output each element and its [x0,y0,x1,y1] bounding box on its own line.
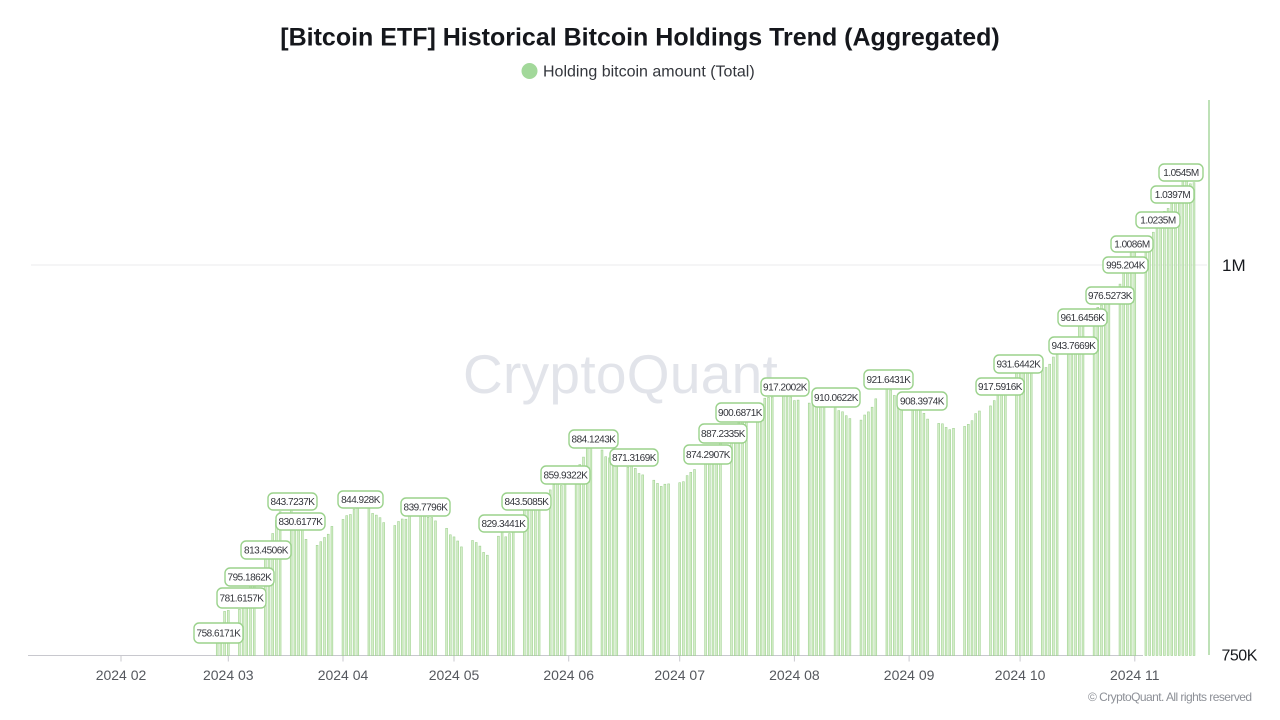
svg-text:750K: 750K [1222,648,1258,665]
svg-text:976.5273K: 976.5273K [1088,291,1133,302]
svg-text:931.6442K: 931.6442K [997,360,1042,371]
svg-text:2024 07: 2024 07 [654,667,705,683]
svg-text:995.204K: 995.204K [1106,261,1146,272]
svg-text:829.3441K: 829.3441K [482,519,527,530]
svg-text:2024 11: 2024 11 [1110,667,1160,683]
svg-text:843.7237K: 843.7237K [271,497,316,508]
svg-text:1.0545M: 1.0545M [1163,168,1199,179]
svg-text:795.1862K: 795.1862K [228,573,273,584]
svg-text:871.3169K: 871.3169K [612,453,657,464]
svg-text:2024 10: 2024 10 [995,667,1046,683]
svg-text:910.0622K: 910.0622K [814,393,859,404]
svg-text:961.6456K: 961.6456K [1061,313,1106,324]
svg-text:844.928K: 844.928K [341,495,381,506]
svg-text:Holding bitcoin amount (Total): Holding bitcoin amount (Total) [543,64,755,81]
svg-text:2024 06: 2024 06 [543,667,594,683]
svg-text:2024 02: 2024 02 [96,667,147,683]
svg-text:2024 09: 2024 09 [884,667,935,683]
svg-text:2024 04: 2024 04 [318,667,369,683]
svg-text:943.7669K: 943.7669K [1052,341,1097,352]
svg-text:900.6871K: 900.6871K [718,408,763,419]
svg-text:758.6171K: 758.6171K [197,629,242,640]
svg-text:917.5916K: 917.5916K [978,382,1023,393]
svg-text:917.2002K: 917.2002K [763,383,808,394]
svg-text:1.0235M: 1.0235M [1140,216,1176,227]
svg-text:© CryptoQuant. All rights rese: © CryptoQuant. All rights reserved [1088,690,1252,704]
svg-text:830.6177K: 830.6177K [279,517,324,528]
svg-text:2024 05: 2024 05 [429,667,480,683]
svg-text:908.3974K: 908.3974K [900,397,945,408]
svg-text:874.2907K: 874.2907K [686,450,731,461]
svg-text:887.2335K: 887.2335K [701,429,746,440]
svg-text:1.0397M: 1.0397M [1155,190,1191,201]
svg-text:921.6431K: 921.6431K [867,375,912,386]
svg-text:843.5085K: 843.5085K [505,497,550,508]
svg-text:1M: 1M [1222,256,1246,275]
svg-text:2024 08: 2024 08 [769,667,820,683]
svg-text:884.1243K: 884.1243K [572,435,617,446]
svg-text:781.6157K: 781.6157K [220,594,265,605]
svg-text:CryptoQuant: CryptoQuant [463,343,778,405]
svg-text:859.9322K: 859.9322K [544,471,589,482]
svg-text:1.0086M: 1.0086M [1114,240,1150,251]
svg-text:839.7796K: 839.7796K [404,503,449,514]
svg-text:2024 03: 2024 03 [203,667,254,683]
svg-text:813.4506K: 813.4506K [244,546,289,557]
svg-text:[Bitcoin ETF] Historical Bitco: [Bitcoin ETF] Historical Bitcoin Holding… [280,24,999,52]
